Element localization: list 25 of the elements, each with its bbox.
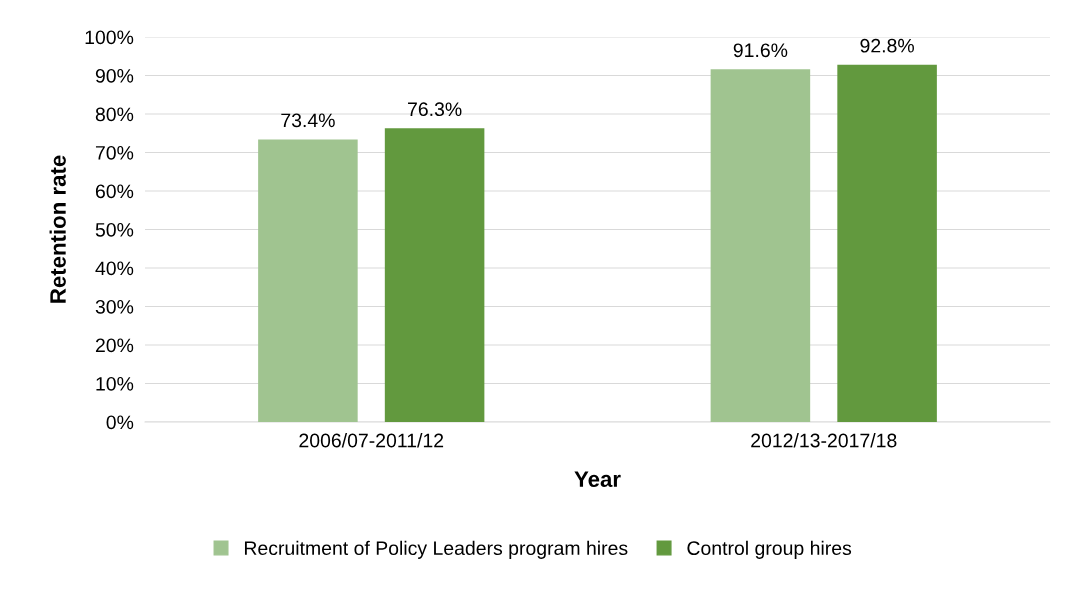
x-tick-label: 2006/07-2011/12: [299, 433, 444, 448]
y-tick-label: 20%: [95, 338, 134, 353]
bar: [837, 64, 937, 422]
y-tick-label: 80%: [95, 107, 134, 122]
y-tick-label: 70%: [95, 145, 134, 160]
y-tick-label: 40%: [95, 261, 134, 276]
y-tick-label: 50%: [95, 222, 134, 237]
bar: [384, 128, 485, 422]
data-label: 91.6%: [733, 43, 788, 58]
bar: [710, 69, 811, 422]
y-tick-label: 90%: [95, 68, 134, 83]
y-tick-label: 10%: [96, 376, 134, 391]
y-tick-label: 0%: [106, 415, 134, 430]
bar: [258, 139, 358, 422]
x-axis-title: Year: [574, 471, 621, 487]
data-label: 76.3%: [408, 102, 462, 117]
legend-label: Recruitment of Policy Leaders program hires: [244, 540, 628, 559]
y-tick-label: 100%: [85, 30, 134, 45]
y-tick-label: 60%: [95, 184, 134, 199]
x-tick-label: 2012/13-2017/18: [751, 433, 897, 448]
y-tick-label: 30%: [95, 299, 134, 314]
data-label: 73.4%: [281, 113, 335, 128]
data-label: 92.8%: [860, 38, 914, 53]
legend-label: Control group hires: [687, 540, 852, 559]
y-axis-title: Retention rate: [49, 155, 66, 303]
